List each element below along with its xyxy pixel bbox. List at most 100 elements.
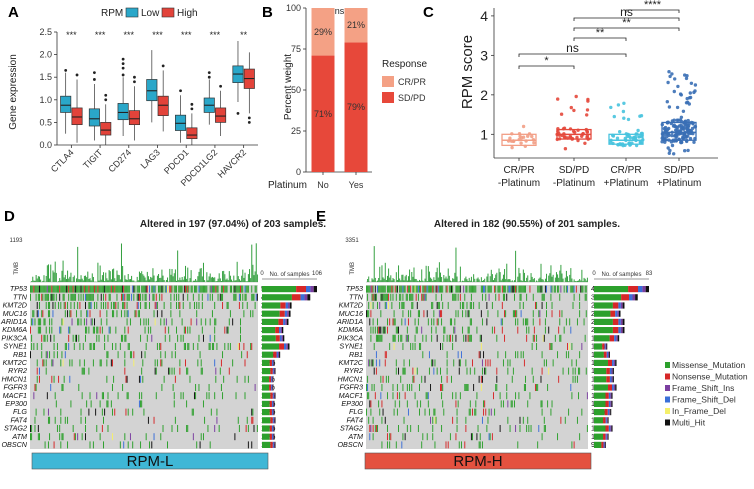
panel-d-mutation-cell [61, 318, 63, 326]
panel-e-tmb-bar [559, 270, 561, 282]
panel-e-mutation-cell [384, 416, 386, 424]
panel-d-mutation-cell [63, 285, 65, 293]
panel-d-mutation-cell [156, 343, 158, 350]
panel-e-mutation-cell [386, 326, 388, 334]
panel-e-mutation-cell [417, 425, 419, 432]
panel-e-mutation-cell [452, 343, 454, 350]
panel-d-mutation-cell [61, 384, 63, 391]
panel-e-mutation-cell [392, 293, 394, 301]
panel-e-mutation-cell [568, 408, 570, 416]
panel-d-count-bar-segment [274, 368, 276, 375]
panel-e-mutation-cell [399, 400, 401, 408]
panel-e-tmb-bar [424, 278, 426, 282]
panel-e-mutation-cell [511, 375, 513, 383]
panel-e-mutation-cell [452, 285, 454, 293]
panel-d-mutation-cell [95, 285, 97, 293]
panel-d-mutation-cell [74, 285, 76, 293]
panel-d-mutation-cell [79, 302, 81, 309]
panel-d-mutation-cell [94, 326, 95, 334]
panel-e-mutation-cell [378, 326, 380, 334]
panel-e-count-bar-segment [607, 417, 609, 424]
panel-d-tmb-bar [137, 280, 139, 282]
panel-e-mutation-cell [585, 293, 587, 301]
panel-a-x-tick-label: PDCD1 [162, 147, 191, 176]
panel-c-point [676, 84, 680, 89]
panel-e-count-bar-segment [611, 392, 613, 399]
panel-d-mutation-cell [41, 310, 43, 318]
panel-d-mutation-cell [103, 293, 104, 301]
panel-e-gene-label: SYNE1 [339, 342, 363, 351]
panel-c-point [586, 97, 590, 102]
panel-e-tmb-bar [527, 275, 529, 282]
panel-d-mutation-cell [188, 285, 190, 293]
panel-a-outlier [179, 89, 182, 93]
panel-e-mutation-cell [406, 326, 408, 334]
panel-e-mutation-cell [480, 334, 482, 342]
panel-d-tmb-bar [233, 275, 235, 282]
panel-e-mutation-cell [526, 326, 528, 334]
panel-e-mutation-cell [452, 293, 454, 301]
panel-d-tmb-bar [160, 277, 162, 282]
panel-d-mutation-cell [51, 359, 53, 367]
panel-d-mutation-cell [138, 293, 140, 301]
panel-d-mutation-cell [133, 351, 135, 359]
panel-d-mutation-cell [196, 441, 198, 449]
panel-d-tmb-bar [90, 280, 92, 282]
panel-e-mutation-cell [396, 285, 398, 293]
panel-d-mutation-cell [70, 285, 72, 293]
panel-d-mutation-cell [174, 285, 176, 293]
panel-e-tmb-bar [425, 265, 427, 282]
panel-d-mutation-cell [99, 326, 101, 334]
panel-d-mutation-cell [209, 293, 211, 301]
panel-d-gene-label: ARID1A [0, 317, 27, 326]
panel-d-mutation-cell [45, 326, 47, 334]
panel-d-count-bar-segment [274, 441, 276, 448]
panel-c-point [681, 109, 686, 114]
panel-c-point [672, 152, 676, 156]
panel-e-mutation-cell [443, 326, 445, 334]
panel-e-mutation-cell [426, 433, 428, 441]
panel-d-mutation-cell [77, 433, 79, 441]
panel-d-mutation-cell [46, 293, 48, 301]
panel-e-mutation-cell [422, 433, 424, 441]
panel-d-mutation-cell [101, 425, 103, 432]
panel-d-mutation-cell [168, 367, 170, 375]
panel-e-mutation-cell [366, 310, 367, 318]
panel-d-mutation-cell [34, 318, 36, 326]
panel-c-point [559, 112, 564, 116]
panel-e-mutation-cell [479, 351, 481, 359]
panel-e-mutation-cell [389, 285, 391, 293]
panel-e-tmb-bar [388, 268, 390, 282]
panel-e-tmb-bar [422, 280, 424, 282]
panel-e-count-bar-segment [603, 441, 605, 448]
panel-e-mutation-cell [427, 400, 429, 408]
panel-e-mutation-cell [495, 285, 497, 293]
panel-d-mutation-cell [127, 326, 129, 334]
panel-e-mutation-cell [394, 285, 396, 293]
panel-e-mutation-cell [386, 318, 388, 326]
panel-e-mutation-cell [463, 334, 465, 342]
panel-e-tmb-bar [411, 272, 413, 282]
panel-d-mutation-cell [126, 318, 128, 326]
panel-d-tmb-bar [228, 271, 230, 282]
panel-e-tmb-bar [459, 266, 461, 282]
panel-d-mutation-cell [90, 293, 92, 301]
panel-e-mutation-cell [504, 293, 506, 301]
panel-d-count-bar-segment [272, 441, 274, 448]
panel-c-x-tick-label-line2: +Platinum [657, 178, 702, 189]
panel-d-mutation-cell [79, 285, 81, 293]
panel-e-mutation-cell [399, 302, 401, 309]
panel-a-x-tick-label: TIGIT [81, 147, 105, 171]
panel-e-mutation-cell [525, 375, 526, 383]
panel-e-mutation-cell [447, 302, 449, 309]
panel-d-count-bar-segment [282, 327, 284, 334]
mutation-legend-label: Multi_Hit [672, 418, 706, 428]
panel-d-mutation-cell [31, 334, 33, 342]
panel-d-mutation-cell [69, 285, 71, 293]
panel-d-count-bar-segment [262, 400, 270, 407]
panel-d-mutation-cell [33, 285, 35, 293]
panel-d-tmb-bar [99, 265, 101, 282]
panel-e-mutation-cell [539, 310, 541, 318]
panel-d-mutation-cell [174, 416, 176, 424]
panel-c-point [676, 125, 680, 129]
